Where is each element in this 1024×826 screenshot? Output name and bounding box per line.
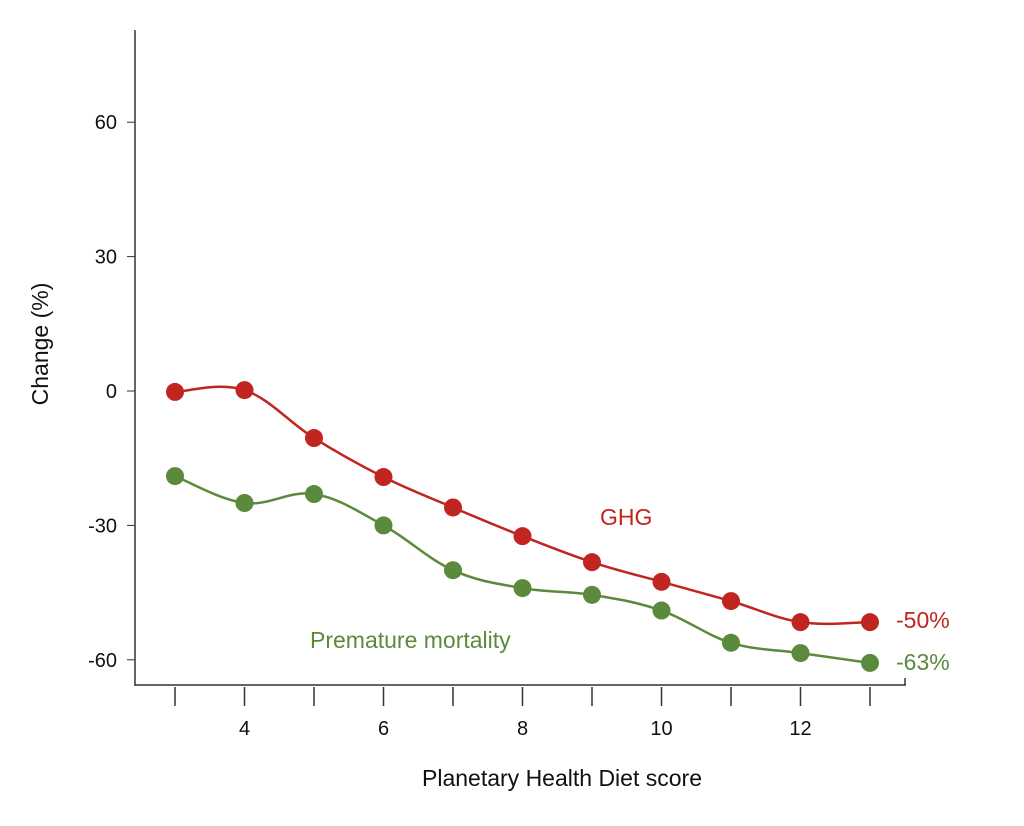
data-point-premature-mortality [305, 485, 323, 504]
data-point-premature-mortality [444, 561, 462, 580]
y-axis-title: Change (%) [27, 283, 53, 406]
data-point-ghg [652, 572, 671, 591]
data-point-premature-mortality [652, 601, 671, 620]
data-point-premature-mortality [166, 467, 184, 486]
data-point-ghg [791, 613, 810, 632]
data-point-premature-mortality [861, 653, 879, 672]
data-point-ghg [583, 553, 601, 572]
y-tick-label: 0 [106, 381, 117, 403]
series-label-ghg: GHG [600, 504, 652, 530]
series-line-premature-mortality [174, 474, 871, 665]
y-tick-label: -30 [88, 515, 117, 537]
data-point-premature-mortality [235, 494, 254, 512]
end-label-ghg: -50% [896, 607, 950, 633]
data-point-premature-mortality [791, 644, 810, 663]
x-tick-label: 4 [239, 718, 250, 740]
data-point-ghg [305, 429, 323, 448]
x-tick-label: 12 [789, 718, 811, 740]
y-tick-label: -60 [88, 650, 117, 672]
data-point-premature-mortality [583, 585, 601, 604]
data-point-ghg [861, 613, 879, 632]
data-point-premature-mortality [374, 516, 393, 535]
series-premature-mortality [166, 467, 879, 672]
data-point-ghg [166, 382, 184, 401]
data-point-ghg [513, 527, 532, 546]
x-axis-title: Planetary Health Diet score [422, 765, 702, 791]
data-point-ghg [374, 468, 393, 487]
series-ghg [166, 381, 879, 632]
y-tick-label: 30 [95, 247, 117, 269]
y-tick-label: 60 [95, 112, 117, 134]
series-label-premature-mortality: Premature mortality [310, 627, 511, 653]
data-point-ghg [235, 381, 254, 400]
x-tick-label: 8 [517, 718, 528, 740]
data-point-ghg [444, 498, 462, 517]
axes: 60 30 0 -30 -60 4 6 8 10 12 [88, 30, 906, 740]
x-tick-label: 10 [650, 718, 672, 740]
x-tick-label: 6 [378, 718, 389, 740]
data-point-premature-mortality [722, 633, 740, 652]
data-point-premature-mortality [513, 579, 532, 598]
data-point-ghg [722, 592, 740, 611]
end-label-premature-mortality: -63% [896, 649, 950, 675]
series-layer [166, 381, 879, 672]
